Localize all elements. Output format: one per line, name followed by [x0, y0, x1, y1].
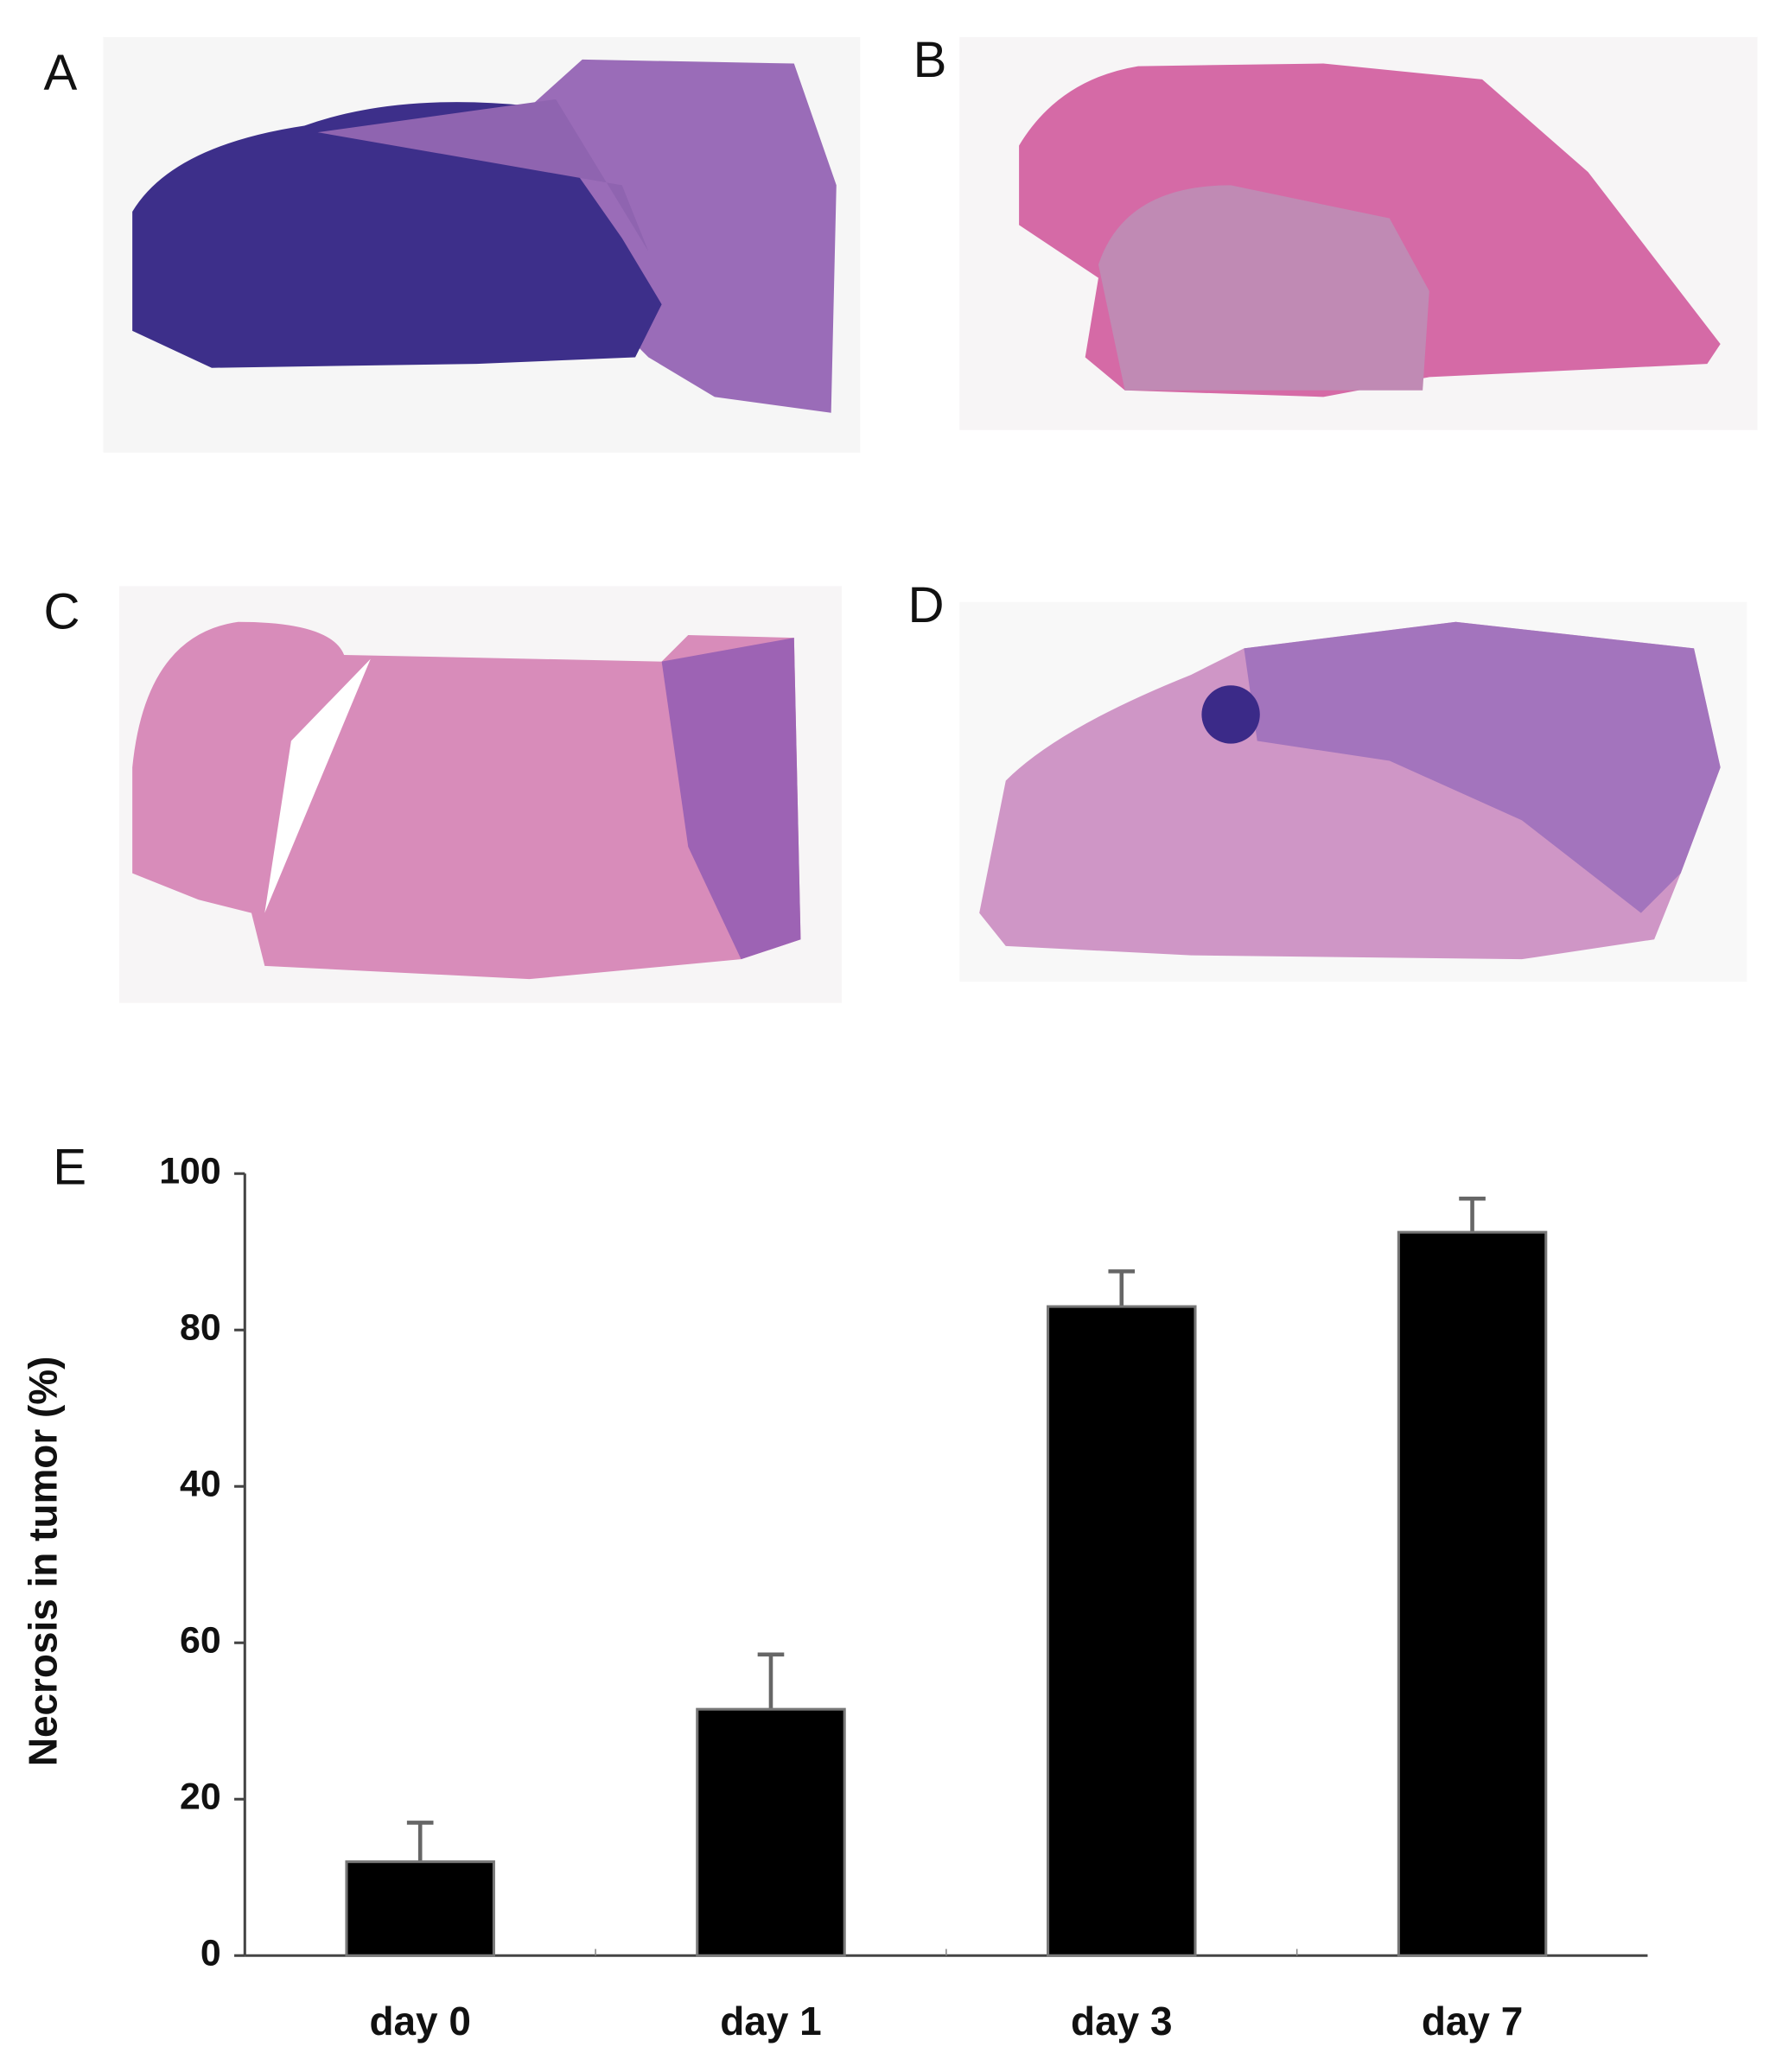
- y-tick-label: 40: [180, 1464, 221, 1505]
- histology-c: [118, 586, 842, 1003]
- x-tick-label: day 7: [1422, 1999, 1523, 2043]
- y-tick-label: 60: [180, 1620, 221, 1662]
- bar: [345, 1860, 495, 1957]
- histology-a: [103, 36, 861, 453]
- histology-b: [959, 36, 1758, 430]
- bar: [1047, 1305, 1197, 1957]
- x-tick-label: day 0: [369, 1999, 470, 2043]
- x-tick-label: day 1: [720, 1999, 821, 2043]
- histology-d: [959, 601, 1747, 982]
- x-tick-label: day 3: [1071, 1999, 1172, 2043]
- panel-label: C: [44, 583, 80, 639]
- panel-label: A: [44, 45, 78, 101]
- y-tick-label: 80: [180, 1307, 221, 1349]
- y-axis-label: Necrosis in tumor (%): [21, 1357, 66, 1767]
- panel-label: E: [53, 1140, 86, 1196]
- panel-label: D: [907, 577, 944, 633]
- panel-label: B: [913, 32, 947, 88]
- y-tick-label: 100: [159, 1151, 221, 1192]
- y-tick-label: 0: [201, 1933, 221, 1974]
- plot: 0 20 60 40 80 100 day 0 day 1 day 3 day 7: [159, 1151, 1648, 2043]
- bar: [696, 1707, 846, 1957]
- bar: [1397, 1230, 1548, 1957]
- y-tick-label: 20: [180, 1776, 221, 1818]
